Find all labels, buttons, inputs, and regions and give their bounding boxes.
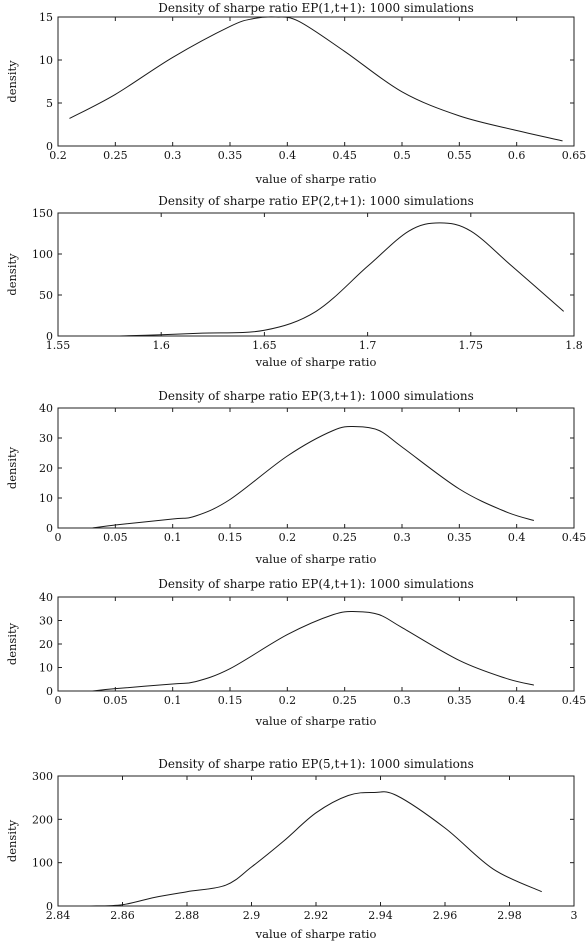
density-chart-ep2: Density of sharpe ratio EP(2,t+1): 1000 … <box>5 194 583 369</box>
chart-title: Density of sharpe ratio EP(2,t+1): 1000 … <box>158 194 474 208</box>
density-chart-ep4: Density of sharpe ratio EP(4,t+1): 1000 … <box>5 577 587 728</box>
x-tick-label: 1.65 <box>252 339 277 352</box>
x-tick-label: 0.4 <box>279 149 297 162</box>
x-tick-label: 0.15 <box>218 694 243 707</box>
y-tick-label: 300 <box>32 770 53 783</box>
plot-area <box>57 407 575 529</box>
y-tick-label: 100 <box>32 857 53 870</box>
chart-title: Density of sharpe ratio EP(4,t+1): 1000 … <box>158 577 474 591</box>
y-tick-label: 40 <box>39 591 53 604</box>
x-axis-label: value of sharpe ratio <box>255 172 377 186</box>
plot-area <box>57 596 575 692</box>
density-chart-ep3: Density of sharpe ratio EP(3,t+1): 1000 … <box>5 389 587 566</box>
y-tick-label: 10 <box>39 662 53 675</box>
y-tick-label: 0 <box>46 330 53 343</box>
x-tick-label: 0.35 <box>447 531 472 544</box>
x-tick-label: 0.2 <box>49 149 67 162</box>
plot-area <box>57 212 575 337</box>
y-tick-label: 0 <box>46 900 53 913</box>
y-tick-label: 10 <box>39 54 53 67</box>
x-tick-label: 0.45 <box>562 694 587 707</box>
density-curve <box>92 426 535 529</box>
chart-title: Density of sharpe ratio EP(1,t+1): 1000 … <box>158 1 474 15</box>
y-axis-label: density <box>5 819 19 862</box>
x-tick-label: 0.05 <box>103 531 128 544</box>
x-tick-label: 2.98 <box>497 909 522 922</box>
y-tick-label: 20 <box>39 638 53 651</box>
x-tick-label: 0.5 <box>393 149 411 162</box>
y-tick-label: 10 <box>39 492 53 505</box>
y-tick-label: 0 <box>46 522 53 535</box>
x-tick-label: 1.75 <box>459 339 484 352</box>
x-tick-label: 2.88 <box>175 909 200 922</box>
x-tick-label: 0.3 <box>393 694 411 707</box>
y-axis-label: density <box>5 253 19 296</box>
plot-area <box>57 16 575 147</box>
y-tick-label: 40 <box>39 402 53 415</box>
x-axis-label: value of sharpe ratio <box>255 552 377 566</box>
x-tick-label: 0.2 <box>279 531 297 544</box>
x-tick-label: 3 <box>571 909 578 922</box>
x-tick-label: 1.7 <box>359 339 377 352</box>
x-tick-label: 2.92 <box>304 909 329 922</box>
x-axis-label: value of sharpe ratio <box>255 927 377 941</box>
x-tick-label: 2.94 <box>368 909 393 922</box>
density-chart-ep1: Density of sharpe ratio EP(1,t+1): 1000 … <box>5 1 587 186</box>
x-tick-label: 2.9 <box>243 909 261 922</box>
x-tick-label: 0.4 <box>508 694 526 707</box>
y-tick-label: 30 <box>39 615 53 628</box>
x-tick-label: 0.35 <box>447 694 472 707</box>
x-tick-label: 0.2 <box>279 694 297 707</box>
y-tick-label: 0 <box>46 140 53 153</box>
density-curve <box>90 791 542 907</box>
y-tick-label: 100 <box>32 248 53 261</box>
x-tick-label: 1.8 <box>565 339 583 352</box>
density-curve <box>92 611 534 692</box>
x-tick-label: 0.3 <box>164 149 182 162</box>
y-tick-label: 0 <box>46 685 53 698</box>
chart-title: Density of sharpe ratio EP(3,t+1): 1000 … <box>158 389 474 403</box>
x-tick-label: 0.25 <box>103 149 128 162</box>
y-axis-label: density <box>5 60 19 103</box>
y-tick-label: 15 <box>39 11 53 24</box>
y-axis-label: density <box>5 446 19 489</box>
density-curve <box>119 222 565 337</box>
y-tick-label: 150 <box>32 207 53 220</box>
x-tick-label: 0.1 <box>164 531 182 544</box>
x-tick-label: 0.65 <box>562 149 587 162</box>
x-tick-label: 1.6 <box>152 339 170 352</box>
density-curve <box>69 16 563 142</box>
x-tick-label: 0.35 <box>218 149 243 162</box>
x-tick-label: 0.3 <box>393 531 411 544</box>
y-tick-label: 5 <box>46 97 53 110</box>
y-axis-label: density <box>5 622 19 665</box>
y-tick-label: 20 <box>39 462 53 475</box>
x-tick-label: 0 <box>55 694 62 707</box>
x-tick-label: 0.45 <box>562 531 587 544</box>
x-tick-label: 0.25 <box>332 694 357 707</box>
y-tick-label: 30 <box>39 432 53 445</box>
x-tick-label: 0.15 <box>218 531 243 544</box>
y-tick-label: 50 <box>39 289 53 302</box>
x-tick-label: 0 <box>55 531 62 544</box>
y-tick-label: 200 <box>32 813 53 826</box>
plot-area <box>57 775 575 907</box>
x-tick-label: 0.25 <box>332 531 357 544</box>
chart-title: Density of sharpe ratio EP(5,t+1): 1000 … <box>158 757 474 771</box>
x-tick-label: 2.86 <box>110 909 135 922</box>
density-chart-ep5: Density of sharpe ratio EP(5,t+1): 1000 … <box>5 757 578 941</box>
x-tick-label: 2.84 <box>46 909 71 922</box>
x-tick-label: 0.6 <box>508 149 526 162</box>
x-tick-label: 1.55 <box>46 339 71 352</box>
x-tick-label: 0.55 <box>447 149 472 162</box>
x-tick-label: 2.96 <box>433 909 458 922</box>
x-tick-label: 0.4 <box>508 531 526 544</box>
x-tick-label: 0.45 <box>332 149 357 162</box>
x-tick-label: 0.05 <box>103 694 128 707</box>
x-axis-label: value of sharpe ratio <box>255 355 377 369</box>
x-axis-label: value of sharpe ratio <box>255 714 377 728</box>
x-tick-label: 0.1 <box>164 694 182 707</box>
